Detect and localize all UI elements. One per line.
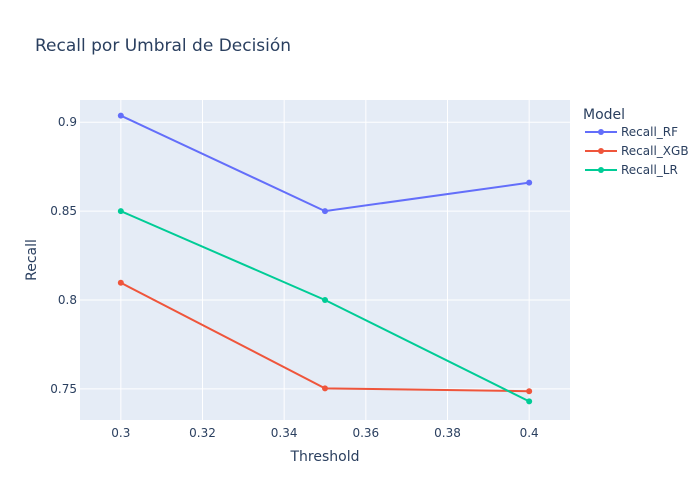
legend-label: Recall_LR (621, 163, 678, 177)
data-point (322, 208, 328, 215)
legend-title: Model (583, 107, 625, 123)
legend-item[interactable]: Recall_LR (585, 163, 678, 177)
y-axis-title: Recall (24, 239, 40, 281)
legend-label: Recall_XGB (621, 144, 689, 158)
legend-marker (598, 167, 604, 173)
data-point (117, 112, 124, 119)
x-tick-label: 0.3 (111, 426, 130, 440)
series-lines (117, 112, 533, 405)
x-tick-label: 0.32 (189, 426, 216, 440)
legend-marker (598, 148, 604, 154)
y-tick-label: 0.9 (58, 115, 77, 129)
x-tick-label: 0.38 (434, 426, 461, 440)
legend-marker (598, 129, 604, 135)
legend[interactable]: Model Recall_RF Recall_XGB Recall_LR (583, 107, 689, 177)
data-point (526, 179, 533, 186)
tick-labels: 0.3 0.32 0.34 0.36 0.38 0.4 0.75 0.8 0.85 0.9 (50, 115, 538, 440)
legend-items[interactable]: Recall_RF Recall_XGB Recall_LR (585, 125, 689, 177)
y-tick-label: 0.85 (50, 204, 77, 218)
x-tick-label: 0.36 (352, 426, 379, 440)
data-point (117, 208, 124, 215)
series-Recall_RF (117, 112, 533, 215)
y-tick-label: 0.75 (50, 382, 77, 396)
data-point (322, 385, 328, 392)
data-point (526, 388, 533, 395)
x-tick-label: 0.34 (271, 426, 298, 440)
data-point (526, 398, 533, 405)
x-tick-label: 0.4 (520, 426, 539, 440)
series-Recall_XGB (117, 279, 533, 395)
legend-label: Recall_RF (621, 125, 678, 139)
plot-area (80, 100, 570, 420)
x-axis-title: Threshold (290, 449, 360, 465)
legend-item[interactable]: Recall_XGB (585, 144, 689, 158)
chart-title: Recall por Umbral de Decisión (35, 36, 291, 56)
data-point (117, 279, 124, 286)
y-tick-label: 0.8 (58, 293, 77, 307)
legend-item[interactable]: Recall_RF (585, 125, 678, 139)
series-Recall_LR (117, 208, 533, 405)
data-point (322, 297, 328, 303)
gridlines (80, 100, 570, 420)
